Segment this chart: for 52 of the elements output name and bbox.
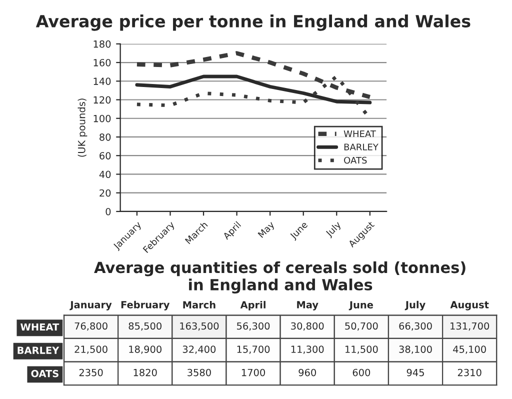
x-tick-label: May (297, 301, 318, 310)
y-tick-label: 40 (99, 170, 111, 178)
data-label: 3580 (188, 368, 211, 376)
data-label: 163,500 (180, 322, 219, 331)
y-tick-label: BARLEY (18, 346, 60, 354)
data-label: 15,700 (237, 346, 270, 354)
y-tick-label: WHEAT (20, 323, 60, 331)
data-label: 18,900 (129, 346, 162, 354)
chart-title: Average price per tonne in England and Wales (36, 14, 470, 31)
data-label: 2310 (458, 368, 482, 376)
y-tick-label: 80 (100, 133, 111, 141)
data-label: 50,700 (345, 322, 378, 331)
y-tick-label: 120 (94, 96, 111, 104)
y-tick-label: 0 (106, 208, 111, 216)
data-label: 1820 (134, 368, 157, 376)
legend-label: WHEAT (344, 130, 376, 138)
data-label: 76,800 (74, 322, 108, 331)
y-tick-label: 160 (94, 58, 111, 66)
x-tick-label: June (348, 301, 373, 310)
data-label: 11,500 (346, 346, 378, 354)
data-label: 38,100 (399, 346, 432, 354)
data-label: 2350 (79, 368, 103, 376)
y-tick-label: 180 (94, 40, 111, 48)
data-label: 1700 (242, 368, 266, 376)
data-label: 85,500 (128, 322, 162, 331)
data-label: 30,800 (291, 322, 324, 331)
y-axis-title: (UK pounds) (78, 98, 88, 157)
x-tick-label: February (121, 300, 170, 310)
x-tick-label: July (404, 300, 426, 310)
y-tick-label: 20 (100, 189, 111, 197)
y-tick-label: 100 (94, 114, 111, 122)
data-label: 66,300 (399, 322, 432, 331)
data-label: 32,400 (182, 346, 216, 354)
legend-label: BARLEY (344, 144, 378, 150)
y-tick-label: OATS (31, 370, 58, 378)
data-label: 45,100 (453, 346, 486, 354)
x-tick-label: March (183, 300, 216, 308)
x-tick-label: August (450, 301, 489, 310)
y-tick-label: 140 (94, 78, 111, 85)
data-label: 11,300 (291, 346, 324, 354)
x-tick-label: January (70, 301, 112, 310)
y-tick-label: 60 (100, 152, 111, 160)
data-label: 131,700 (450, 322, 490, 331)
data-label: 56,300 (237, 322, 270, 331)
line-series (135, 74, 372, 104)
data-label: 945 (406, 368, 424, 376)
data-label: 960 (298, 368, 316, 376)
chart-title: Average quantities of cereals sold (tonnes) in England and Wales (94, 261, 466, 294)
x-tick-label: April (240, 300, 266, 310)
data-label: 600 (352, 368, 370, 376)
data-label: 21,500 (74, 346, 108, 354)
legend-label: OATS (344, 156, 367, 164)
